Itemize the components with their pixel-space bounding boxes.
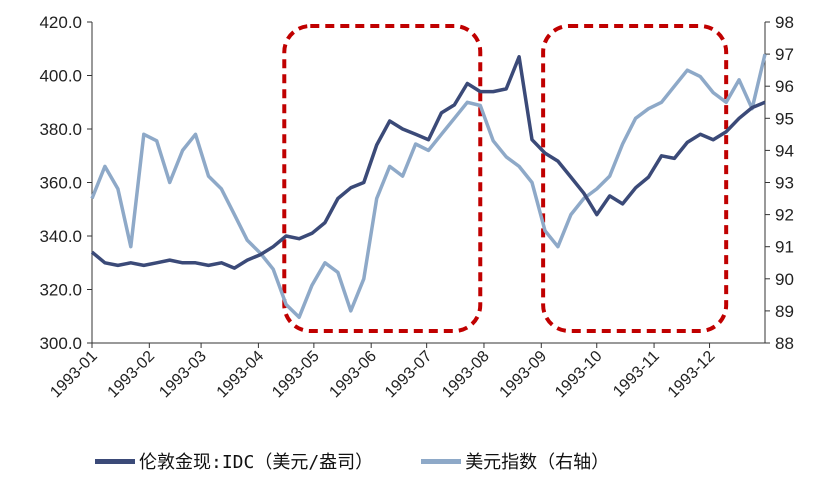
y-left-tick-label: 380.0 — [39, 120, 82, 139]
x-tick-label: 1993-01 — [47, 348, 101, 402]
y-left-tick-label: 340.0 — [39, 227, 82, 246]
y-left-tick-label: 300.0 — [39, 334, 82, 353]
legend: 伦敦金现:IDC（美元/盎司） 美元指数（右轴） — [95, 448, 657, 474]
y-right-tick-label: 93 — [775, 174, 794, 193]
highlight-box-2 — [541, 24, 729, 333]
y-left-tick-label: 320.0 — [39, 281, 82, 300]
annotation-layer — [282, 24, 729, 333]
y-right-tick-label: 90 — [775, 270, 794, 289]
x-tick-label: 1993-08 — [439, 348, 493, 402]
x-tick-label: 1993-12 — [665, 348, 719, 402]
legend-swatch-gold — [95, 458, 135, 464]
legend-item-dxy: 美元指数（右轴） — [421, 448, 609, 474]
y-left-tick-label: 400.0 — [39, 67, 82, 86]
legend-item-gold: 伦敦金现:IDC（美元/盎司） — [95, 448, 373, 474]
y-right-tick-label: 92 — [775, 206, 794, 225]
series-line-gold-price — [90, 55, 766, 270]
y-right-tick-label: 91 — [775, 238, 794, 257]
y-right-tick-label: 89 — [775, 302, 794, 321]
y-right-tick-label: 97 — [775, 45, 794, 64]
x-tick-label: 1993-04 — [214, 348, 268, 402]
x-tick-label: 1993-07 — [382, 348, 436, 402]
x-tick-label: 1993-05 — [269, 348, 323, 402]
series-layer — [90, 53, 767, 320]
y-right-tick-label: 94 — [775, 141, 794, 160]
x-tick-label: 1993-11 — [610, 348, 663, 401]
y-left-tick-label: 420.0 — [39, 13, 82, 32]
x-tick-label: 1993-02 — [105, 348, 159, 402]
y-right-tick-label: 98 — [775, 13, 794, 32]
y-right-tick-label: 96 — [775, 77, 794, 96]
y-right-tick-label: 95 — [775, 109, 794, 128]
y-right-tick-label: 88 — [775, 334, 794, 353]
x-tick-label: 1993-06 — [326, 348, 380, 402]
y-left-tick-label: 360.0 — [39, 174, 82, 193]
legend-swatch-dxy — [421, 458, 462, 464]
x-tick-label: 1993-10 — [552, 348, 606, 402]
axes-layer — [87, 21, 770, 348]
legend-label-gold: 伦敦金现:IDC（美元/盎司） — [139, 452, 374, 473]
x-tick-label: 1993-09 — [497, 348, 551, 402]
series-line-dollar-index — [90, 53, 767, 320]
legend-label-dxy: 美元指数（右轴） — [465, 452, 610, 473]
x-tick-label: 1993-03 — [156, 348, 210, 402]
